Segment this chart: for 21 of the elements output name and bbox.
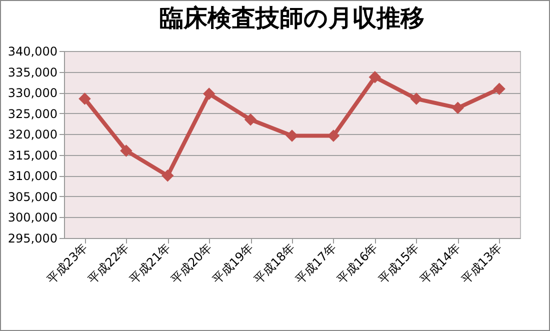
point (162, 170, 174, 182)
y-tick-label: 310,000 (8, 169, 58, 184)
point (493, 82, 506, 95)
y-tick-label: 340,000 (8, 44, 58, 58)
point (410, 92, 422, 105)
y-tick-label: 330,000 (8, 86, 58, 100)
x-tick-label: 平成13年 (458, 240, 505, 287)
point (244, 113, 257, 126)
chart-title: 臨床検査技師の月収推移 (160, 4, 424, 32)
y-tick-label: 300,000 (8, 210, 58, 225)
point (452, 102, 464, 114)
point (120, 144, 132, 157)
y-tick-label: 320,000 (8, 128, 58, 142)
point (202, 88, 216, 100)
y-tick-label: 295,000 (8, 232, 58, 246)
point (368, 71, 382, 84)
point (78, 92, 91, 105)
y-tick-label: 315,000 (8, 148, 58, 162)
y-tick-label: 335,000 (8, 65, 58, 80)
y-tick-label: 305,000 (8, 190, 58, 204)
y-tick-label: 325,000 (8, 106, 58, 121)
